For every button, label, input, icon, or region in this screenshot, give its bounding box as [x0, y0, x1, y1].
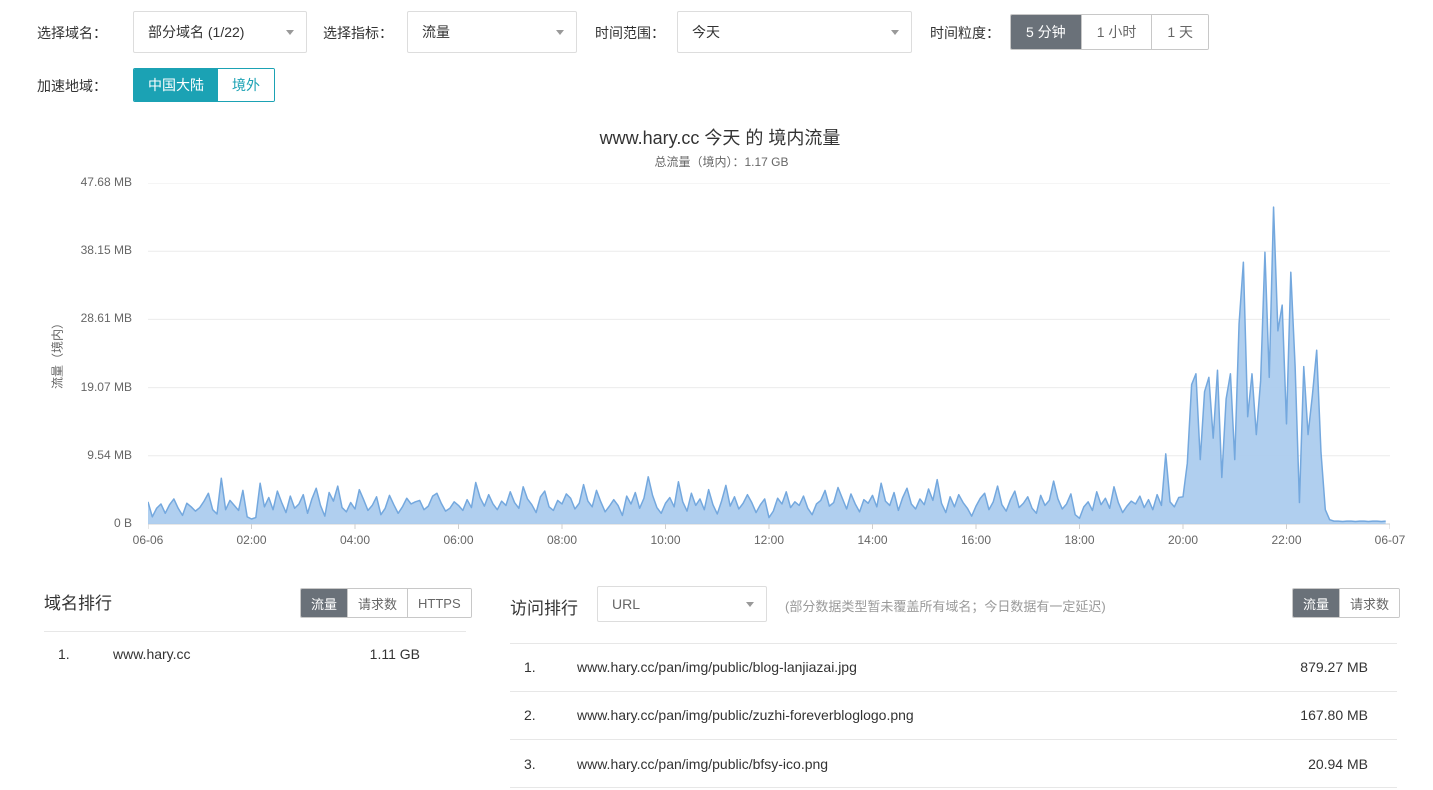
- time-range-label: 时间范围：: [595, 25, 665, 41]
- x-axis-label: 14:00: [857, 533, 888, 547]
- x-axis-label: 22:00: [1271, 533, 1302, 547]
- x-axis-label: 16:00: [960, 533, 992, 547]
- region-overseas-button[interactable]: 境外: [218, 69, 274, 101]
- x-axis-label: 20:00: [1167, 533, 1199, 547]
- url-rank-title: 访问排行: [510, 599, 578, 618]
- metric-select-value: 流量: [422, 24, 450, 40]
- chevron-down-icon: [746, 601, 754, 607]
- y-axis-title: 流量（境内）: [50, 316, 65, 390]
- url-traffic-value: 167.80 MB: [1300, 707, 1368, 723]
- url-rank-tab-traffic[interactable]: 流量: [1293, 589, 1340, 617]
- traffic-area: [148, 207, 1386, 525]
- x-axis-label: 06-07: [1374, 533, 1406, 547]
- rank-number: 1.: [524, 659, 536, 675]
- metric-select[interactable]: 流量: [407, 11, 577, 53]
- rank-number: 3.: [524, 756, 536, 772]
- chevron-down-icon: [286, 29, 294, 35]
- y-axis-label: 28.61 MB: [80, 311, 132, 326]
- y-axis-label: 38.15 MB: [80, 243, 132, 258]
- url-rank-type-select[interactable]: URL: [597, 586, 767, 622]
- url-rank-note: (部分数据类型暂未覆盖所有域名；今日数据有一定延迟): [785, 599, 1106, 614]
- granularity-1hour-button[interactable]: 1 小时: [1080, 15, 1152, 49]
- x-axis-label: 10:00: [650, 533, 681, 547]
- traffic-line: [148, 206, 1386, 523]
- url-rank-tab-requests[interactable]: 请求数: [1339, 589, 1400, 617]
- time-range-value: 今天: [692, 24, 720, 40]
- divider: [510, 691, 1397, 692]
- domain-rank-title: 域名排行: [44, 594, 112, 613]
- granularity-1day-button[interactable]: 1 天: [1151, 15, 1209, 49]
- granularity-label: 时间粒度：: [930, 25, 1000, 41]
- url-name: www.hary.cc/pan/img/public/zuzhi-forever…: [577, 707, 914, 723]
- x-axis-label: 08:00: [546, 533, 578, 547]
- time-range-select[interactable]: 今天: [677, 11, 912, 53]
- chevron-down-icon: [556, 29, 564, 35]
- domain-select-label: 选择域名：: [37, 25, 107, 41]
- domain-select[interactable]: 部分域名 (1/22): [133, 11, 307, 53]
- chart-title: www.hary.cc 今天 的 境内流量: [599, 128, 841, 148]
- url-traffic-value: 879.27 MB: [1300, 659, 1368, 675]
- y-axis-label: 0 B: [113, 516, 132, 530]
- region-label: 加速地域：: [37, 78, 107, 94]
- x-axis-label: 18:00: [1064, 533, 1095, 547]
- domain-traffic-value: 1.11 GB: [369, 646, 420, 662]
- divider: [44, 631, 466, 632]
- x-axis-label: 06:00: [443, 533, 474, 547]
- url-rank-type-value: URL: [612, 596, 641, 612]
- url-rank-tabs: 流量 请求数: [1292, 588, 1401, 618]
- divider: [510, 643, 1397, 644]
- y-axis-label: 9.54 MB: [87, 447, 132, 462]
- x-axis-label: 12:00: [753, 533, 785, 547]
- granularity-5min-button[interactable]: 5 分钟: [1011, 15, 1081, 49]
- rank-number: 2.: [524, 707, 536, 723]
- url-name: www.hary.cc/pan/img/public/bfsy-ico.png: [577, 756, 829, 772]
- y-axis-label: 47.68 MB: [80, 175, 132, 189]
- x-axis-label: 06-06: [132, 533, 164, 547]
- metric-select-label: 选择指标：: [323, 25, 393, 41]
- chevron-down-icon: [891, 29, 899, 35]
- region-toggle: 中国大陆 境外: [133, 68, 275, 102]
- domain-name: www.hary.cc: [113, 646, 191, 662]
- url-traffic-value: 20.94 MB: [1308, 756, 1368, 772]
- x-axis-label: 02:00: [236, 533, 267, 547]
- granularity-segmented-control: 5 分钟 1 小时 1 天: [1010, 14, 1210, 50]
- divider: [510, 739, 1397, 740]
- region-mainland-button[interactable]: 中国大陆: [134, 69, 218, 101]
- traffic-area-chart: [148, 183, 1390, 529]
- domain-rank-tab-traffic[interactable]: 流量: [301, 589, 348, 617]
- x-axis-label: 04:00: [339, 533, 371, 547]
- chart-subtitle: 总流量（境内）：1.17 GB: [654, 155, 789, 169]
- domain-select-value: 部分域名 (1/22): [148, 24, 245, 40]
- url-name: www.hary.cc/pan/img/public/blog-lanjiaza…: [577, 659, 857, 675]
- domain-rank-tab-https[interactable]: HTTPS: [407, 589, 471, 617]
- domain-rank-tabs: 流量 请求数 HTTPS: [300, 588, 472, 618]
- divider: [510, 787, 1397, 788]
- domain-rank-tab-requests[interactable]: 请求数: [347, 589, 408, 617]
- y-axis-label: 19.07 MB: [80, 379, 132, 394]
- x-axis-labels: 06-06 02:00 04:00 06:00 08:00 10:00 12:00 14:00…: [0, 533, 1433, 551]
- rank-number: 1.: [58, 646, 70, 662]
